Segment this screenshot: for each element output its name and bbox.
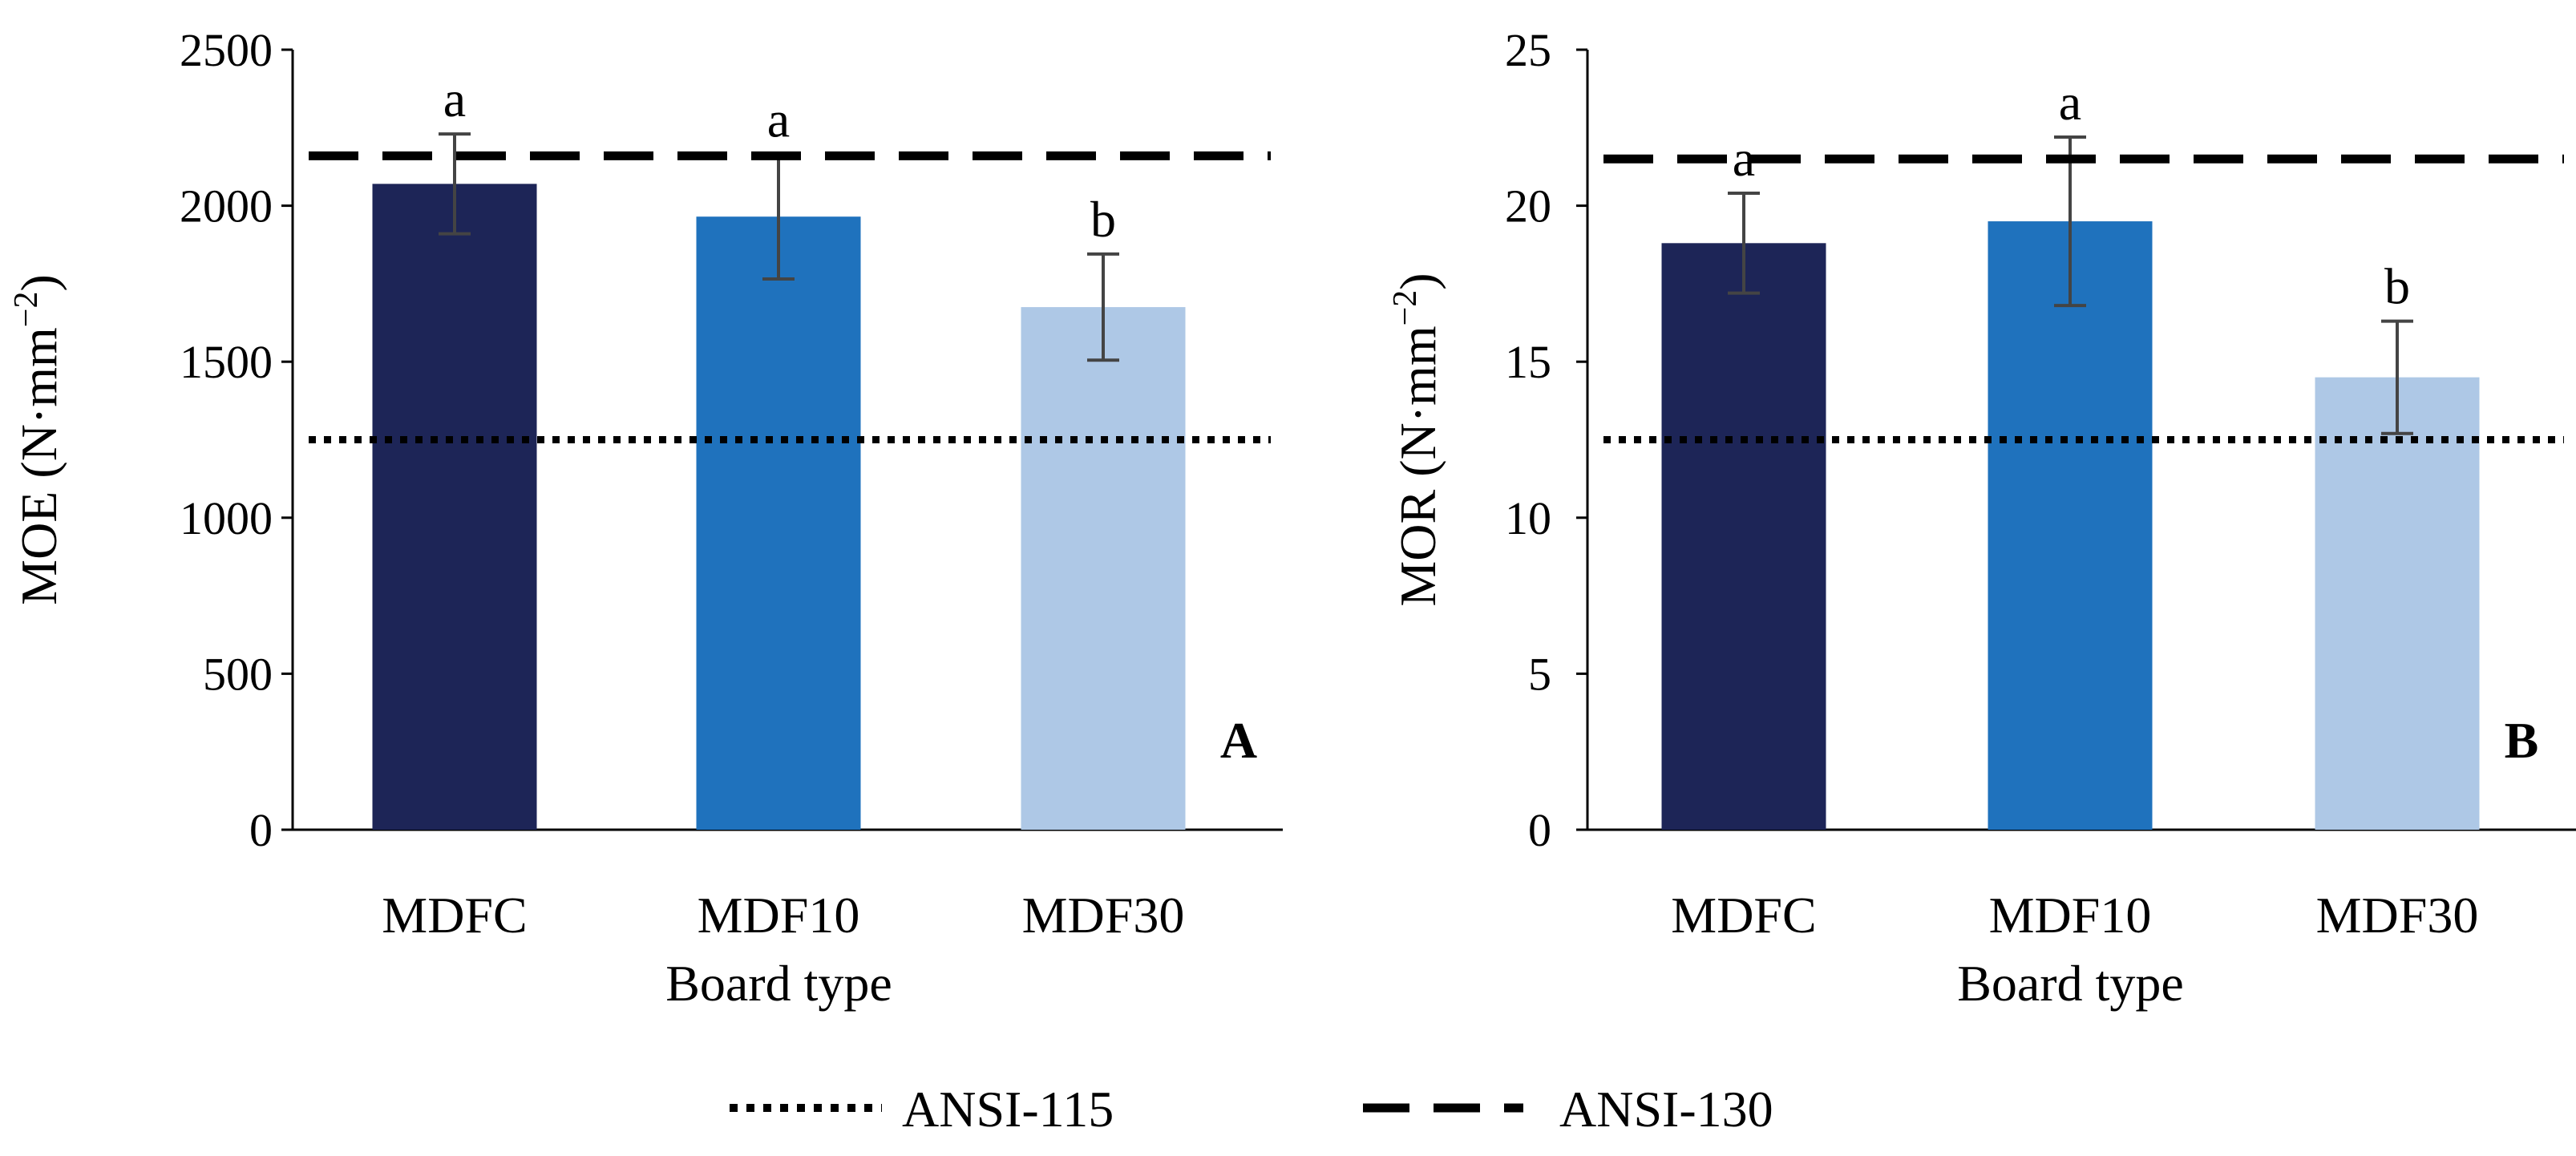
y-axis-title: MOR (N·mm−2) — [1387, 273, 1446, 606]
significance-label: b — [1090, 191, 1116, 248]
y-tick-label: 500 — [203, 648, 273, 700]
panel-letter: A — [1220, 712, 1257, 769]
category-label: MDF10 — [1989, 887, 2152, 944]
x-axis-title: Board type — [1957, 955, 2184, 1012]
y-tick-label: 10 — [1505, 492, 1551, 544]
bar-mdfc — [1661, 243, 1826, 831]
category-label: MDF30 — [2316, 887, 2479, 944]
y-tick-label: 2500 — [180, 24, 273, 76]
y-tick-label: 1500 — [180, 336, 273, 388]
significance-label: a — [767, 91, 790, 148]
bar-mdfc — [372, 184, 537, 830]
legend-ansi-115-label: ANSI-115 — [902, 1081, 1114, 1138]
y-tick-label: 2000 — [180, 180, 273, 232]
significance-label: b — [2384, 258, 2410, 315]
category-label: MDF30 — [1022, 887, 1185, 944]
significance-label: a — [443, 71, 466, 127]
bar-mdf30 — [1021, 307, 1186, 831]
y-tick-label: 5 — [1528, 648, 1551, 700]
bar-mdf10 — [696, 216, 861, 830]
y-tick-label: 1000 — [180, 492, 273, 544]
y-tick-label: 0 — [249, 804, 273, 856]
y-tick-label: 20 — [1505, 180, 1551, 232]
bar-mdf30 — [2315, 377, 2480, 830]
significance-label: a — [2059, 74, 2081, 131]
y-tick-label: 0 — [1528, 804, 1551, 856]
y-tick-label: 25 — [1505, 24, 1551, 76]
x-axis-title: Board type — [665, 955, 892, 1012]
category-label: MDFC — [1671, 887, 1816, 944]
panel-letter: B — [2505, 712, 2539, 769]
panel-a: 0 500 1000 1500 2000 2500 a MDFC a MDF10 b MDF30 Boa… — [8, 24, 1283, 1012]
legend: ANSI-115 ANSI-130 — [730, 1081, 1773, 1138]
y-axis-title: MOE (N·mm−2) — [8, 274, 67, 605]
category-label: MDFC — [382, 887, 527, 944]
y-tick-label: 15 — [1505, 336, 1551, 388]
legend-ansi-130-label: ANSI-130 — [1559, 1081, 1773, 1138]
category-label: MDF10 — [698, 887, 860, 944]
bar-mdf10 — [1988, 221, 2153, 830]
